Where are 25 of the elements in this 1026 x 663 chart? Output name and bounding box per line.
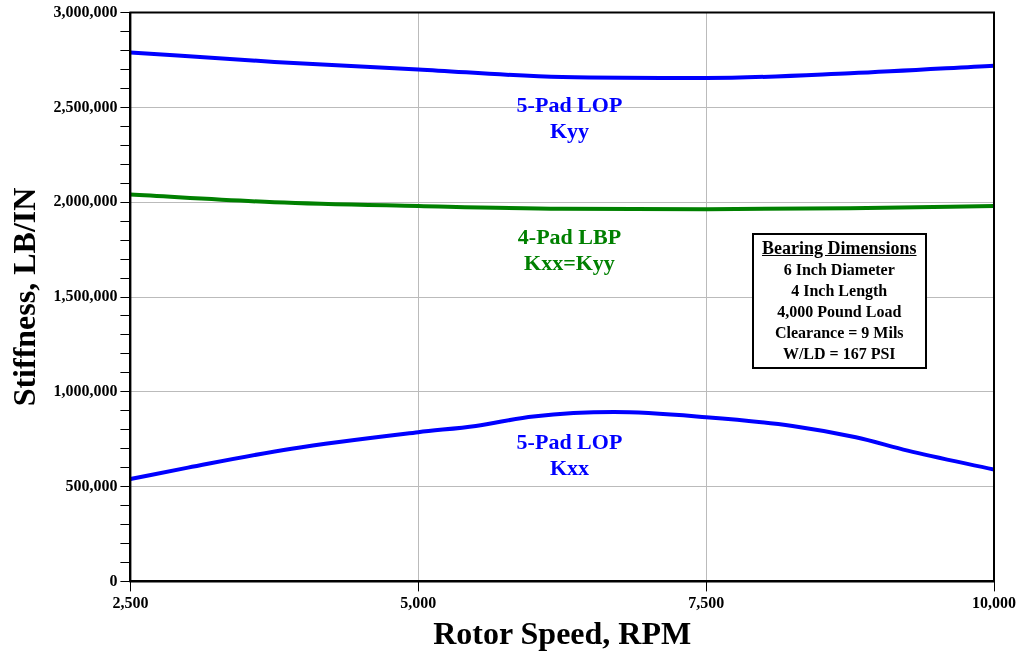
y-tick-label: 2,500,000 <box>53 97 118 115</box>
x-tick-label: 5,000 <box>400 594 437 612</box>
line-series <box>130 50 994 81</box>
y-tick-label: 3,000,000 <box>53 2 118 20</box>
line-series <box>130 410 994 482</box>
annotation: 6 Inch Diameter <box>782 260 896 280</box>
series-label: 5-Pad LOP Kyy <box>516 91 623 143</box>
y-tick-label: 1,000,000 <box>53 381 118 399</box>
annotation: Bearing Dimensions <box>762 238 917 259</box>
series-label: 4-Pad LBP Kxx=Kyy <box>517 223 622 275</box>
x-tick-label: 10,000 <box>972 594 1016 612</box>
line-series <box>130 192 994 212</box>
annotation: 4,000 Pound Load <box>776 302 903 322</box>
annotation: Clearance = 9 Mils <box>773 323 905 343</box>
x-tick-label: 7,500 <box>688 594 725 612</box>
x-tick-label: 2,500 <box>112 594 149 612</box>
y-axis-title: Stiffness, LB/IN <box>6 187 43 407</box>
x-axis-title: Rotor Speed, RPM <box>433 615 692 652</box>
series-label: 5-Pad LOP Kxx <box>516 428 623 480</box>
y-tick-label: 1,500,000 <box>53 287 118 305</box>
y-tick-label: 500,000 <box>65 476 118 494</box>
annotation: W/LD = 167 PSI <box>781 344 897 364</box>
annotation: 4 Inch Length <box>790 281 889 301</box>
y-tick-label: 2,000,000 <box>53 192 118 210</box>
y-tick-label: 0 <box>109 571 118 589</box>
